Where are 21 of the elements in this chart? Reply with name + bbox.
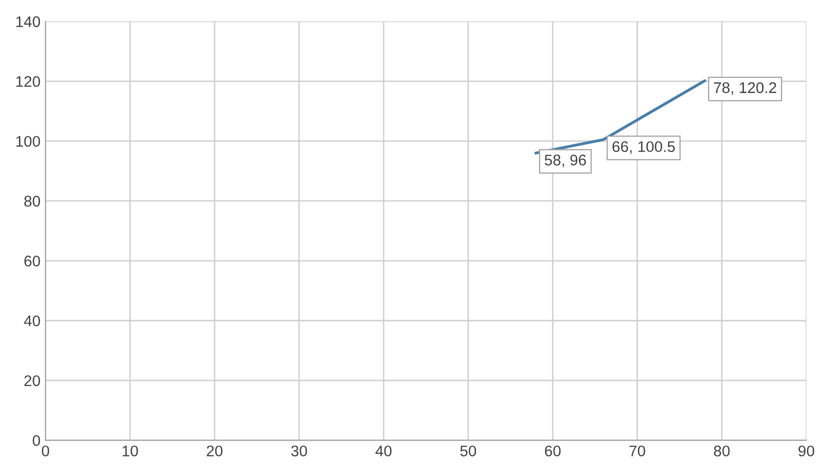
x-tick-label: 0 bbox=[42, 446, 50, 456]
y-tick-label: 120 bbox=[16, 76, 40, 87]
y-tick-label: 100 bbox=[16, 136, 40, 147]
x-tick-label: 40 bbox=[375, 446, 392, 456]
y-tick-label: 0 bbox=[32, 435, 40, 446]
y-tick-label: 60 bbox=[24, 256, 40, 266]
y-tick-label: 80 bbox=[24, 196, 40, 207]
x-tick-label: 50 bbox=[460, 446, 476, 456]
y-tick-label: 40 bbox=[24, 315, 40, 326]
x-tick-label: 80 bbox=[714, 446, 730, 456]
x-tick-label: 20 bbox=[206, 446, 222, 456]
data-label: 58, 96 bbox=[544, 154, 586, 168]
x-tick-label: 30 bbox=[291, 446, 307, 456]
y-tick-label: 140 bbox=[16, 16, 40, 28]
x-tick-label: 70 bbox=[630, 446, 646, 456]
x-tick-label: 10 bbox=[122, 446, 138, 456]
y-tick-label: 20 bbox=[24, 375, 40, 386]
data-label: 78, 120.2 bbox=[714, 82, 776, 95]
x-tick-label: 60 bbox=[544, 446, 561, 456]
data-label: 66, 100.5 bbox=[612, 141, 675, 154]
x-tick-label: 90 bbox=[798, 446, 814, 456]
